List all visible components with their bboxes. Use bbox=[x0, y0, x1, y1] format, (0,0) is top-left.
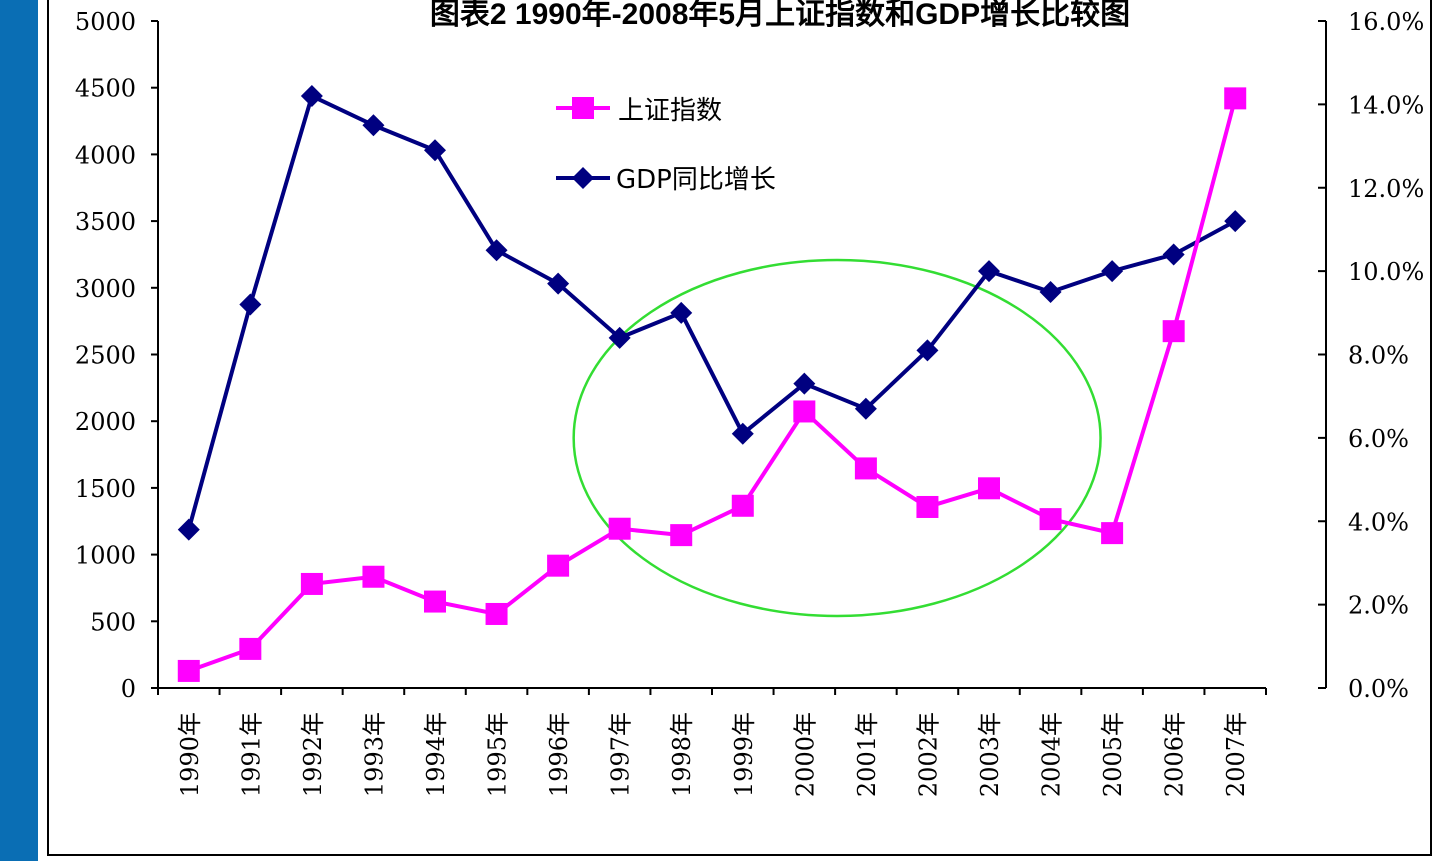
x-tick-label: 1998年 bbox=[668, 712, 696, 797]
data-point-gdp bbox=[854, 397, 877, 420]
x-tick-label: 2001年 bbox=[853, 712, 881, 797]
data-point-gdp bbox=[608, 326, 631, 349]
data-point-gdp bbox=[300, 85, 323, 108]
x-tick-label: 2003年 bbox=[976, 712, 1004, 797]
y-left-tick-label: 500 bbox=[90, 608, 136, 636]
data-point-index bbox=[608, 517, 631, 540]
y-left-tick-label: 1500 bbox=[75, 475, 136, 503]
data-point-gdp bbox=[1224, 210, 1247, 233]
data-point-gdp bbox=[485, 239, 508, 262]
y-right-tick-label: 10.0% bbox=[1348, 258, 1424, 286]
highlight-ellipse bbox=[572, 258, 1102, 618]
y-left-tick-label: 0 bbox=[121, 675, 136, 703]
y-right-tick-label: 12.0% bbox=[1348, 175, 1424, 203]
x-tick-label: 1995年 bbox=[484, 712, 512, 797]
data-point-index bbox=[300, 572, 323, 595]
y-right-tick-label: 14.0% bbox=[1348, 91, 1424, 119]
data-point-index bbox=[854, 457, 877, 480]
data-point-index bbox=[1101, 522, 1124, 545]
data-point-index bbox=[1039, 508, 1062, 531]
x-tick-label: 1990年 bbox=[176, 712, 204, 797]
x-tick-label: 1992年 bbox=[299, 712, 327, 797]
y-right-tick-label: 4.0% bbox=[1348, 508, 1409, 536]
y-left-tick-label: 4000 bbox=[75, 141, 136, 169]
y-left-tick-label: 1000 bbox=[75, 542, 136, 570]
sidebar-accent-bar bbox=[0, 0, 38, 861]
y-right-tick-label: 0.0% bbox=[1348, 675, 1409, 703]
x-tick-label: 2004年 bbox=[1038, 712, 1066, 797]
data-point-gdp bbox=[1162, 243, 1185, 266]
x-tick-label: 1996年 bbox=[545, 712, 573, 797]
series-line-gdp bbox=[186, 93, 1237, 531]
x-tick-label: 2005年 bbox=[1099, 712, 1127, 797]
x-tick-label: 1999年 bbox=[730, 712, 758, 797]
data-point-index bbox=[424, 590, 446, 613]
x-tick-label: 1994年 bbox=[422, 712, 450, 797]
y-right-tick-label: 6.0% bbox=[1348, 425, 1409, 453]
legend-marker-gdp bbox=[572, 167, 594, 189]
data-point-index bbox=[485, 602, 508, 625]
data-point-index bbox=[793, 400, 816, 423]
x-tick-label: 2006年 bbox=[1161, 712, 1189, 797]
x-tick-label: 2007年 bbox=[1222, 712, 1250, 797]
x-tick-label: 1991年 bbox=[237, 712, 265, 797]
data-point-index bbox=[978, 477, 1000, 500]
legend-marker-index bbox=[572, 97, 594, 119]
y-left-tick-label: 2000 bbox=[75, 408, 136, 436]
legend: 上证指数 GDP同比增长 bbox=[556, 96, 776, 195]
data-point-gdp bbox=[1101, 260, 1124, 283]
data-point-index bbox=[239, 637, 262, 660]
data-point-gdp bbox=[978, 260, 1000, 283]
y-left-tick-label: 2500 bbox=[75, 342, 136, 370]
legend-label-gdp: GDP同比增长 bbox=[616, 165, 776, 195]
y-left-tick-label: 3500 bbox=[75, 208, 136, 236]
data-point-gdp bbox=[793, 372, 816, 395]
x-tick-label: 2000年 bbox=[791, 712, 819, 797]
x-tick-label: 1997年 bbox=[607, 712, 635, 797]
y-left-tick-label: 4500 bbox=[75, 75, 136, 103]
data-point-gdp bbox=[731, 422, 754, 445]
legend-label-index: 上证指数 bbox=[618, 96, 722, 126]
data-point-index bbox=[1224, 87, 1247, 110]
data-point-index bbox=[916, 495, 939, 518]
data-point-index bbox=[1162, 320, 1185, 343]
data-point-gdp bbox=[547, 272, 570, 295]
data-point-gdp bbox=[362, 114, 385, 137]
y-right-tick-label: 8.0% bbox=[1348, 342, 1409, 370]
data-point-gdp bbox=[239, 293, 262, 316]
data-point-gdp bbox=[177, 518, 200, 541]
x-tick-label: 2002年 bbox=[914, 712, 942, 797]
data-point-gdp bbox=[1039, 280, 1062, 303]
data-point-index bbox=[547, 554, 570, 577]
data-point-gdp bbox=[916, 339, 939, 362]
data-point-index bbox=[177, 659, 200, 682]
chart-title: 图表2 1990年-2008年5月上证指数和GDP增长比较图 bbox=[430, 0, 1130, 31]
data-point-index bbox=[362, 565, 385, 588]
x-tick-label: 1993年 bbox=[360, 712, 388, 797]
y-right-tick-label: 2.0% bbox=[1348, 592, 1409, 620]
data-point-index bbox=[670, 524, 693, 547]
data-point-gdp bbox=[424, 139, 446, 162]
data-point-index bbox=[731, 494, 754, 517]
y-right-tick-label: 16.0% bbox=[1348, 8, 1424, 36]
y-left-tick-label: 3000 bbox=[75, 275, 136, 303]
y-left-tick-label: 5000 bbox=[75, 8, 136, 36]
chart-frame bbox=[47, 0, 1432, 856]
data-point-gdp bbox=[670, 301, 693, 324]
